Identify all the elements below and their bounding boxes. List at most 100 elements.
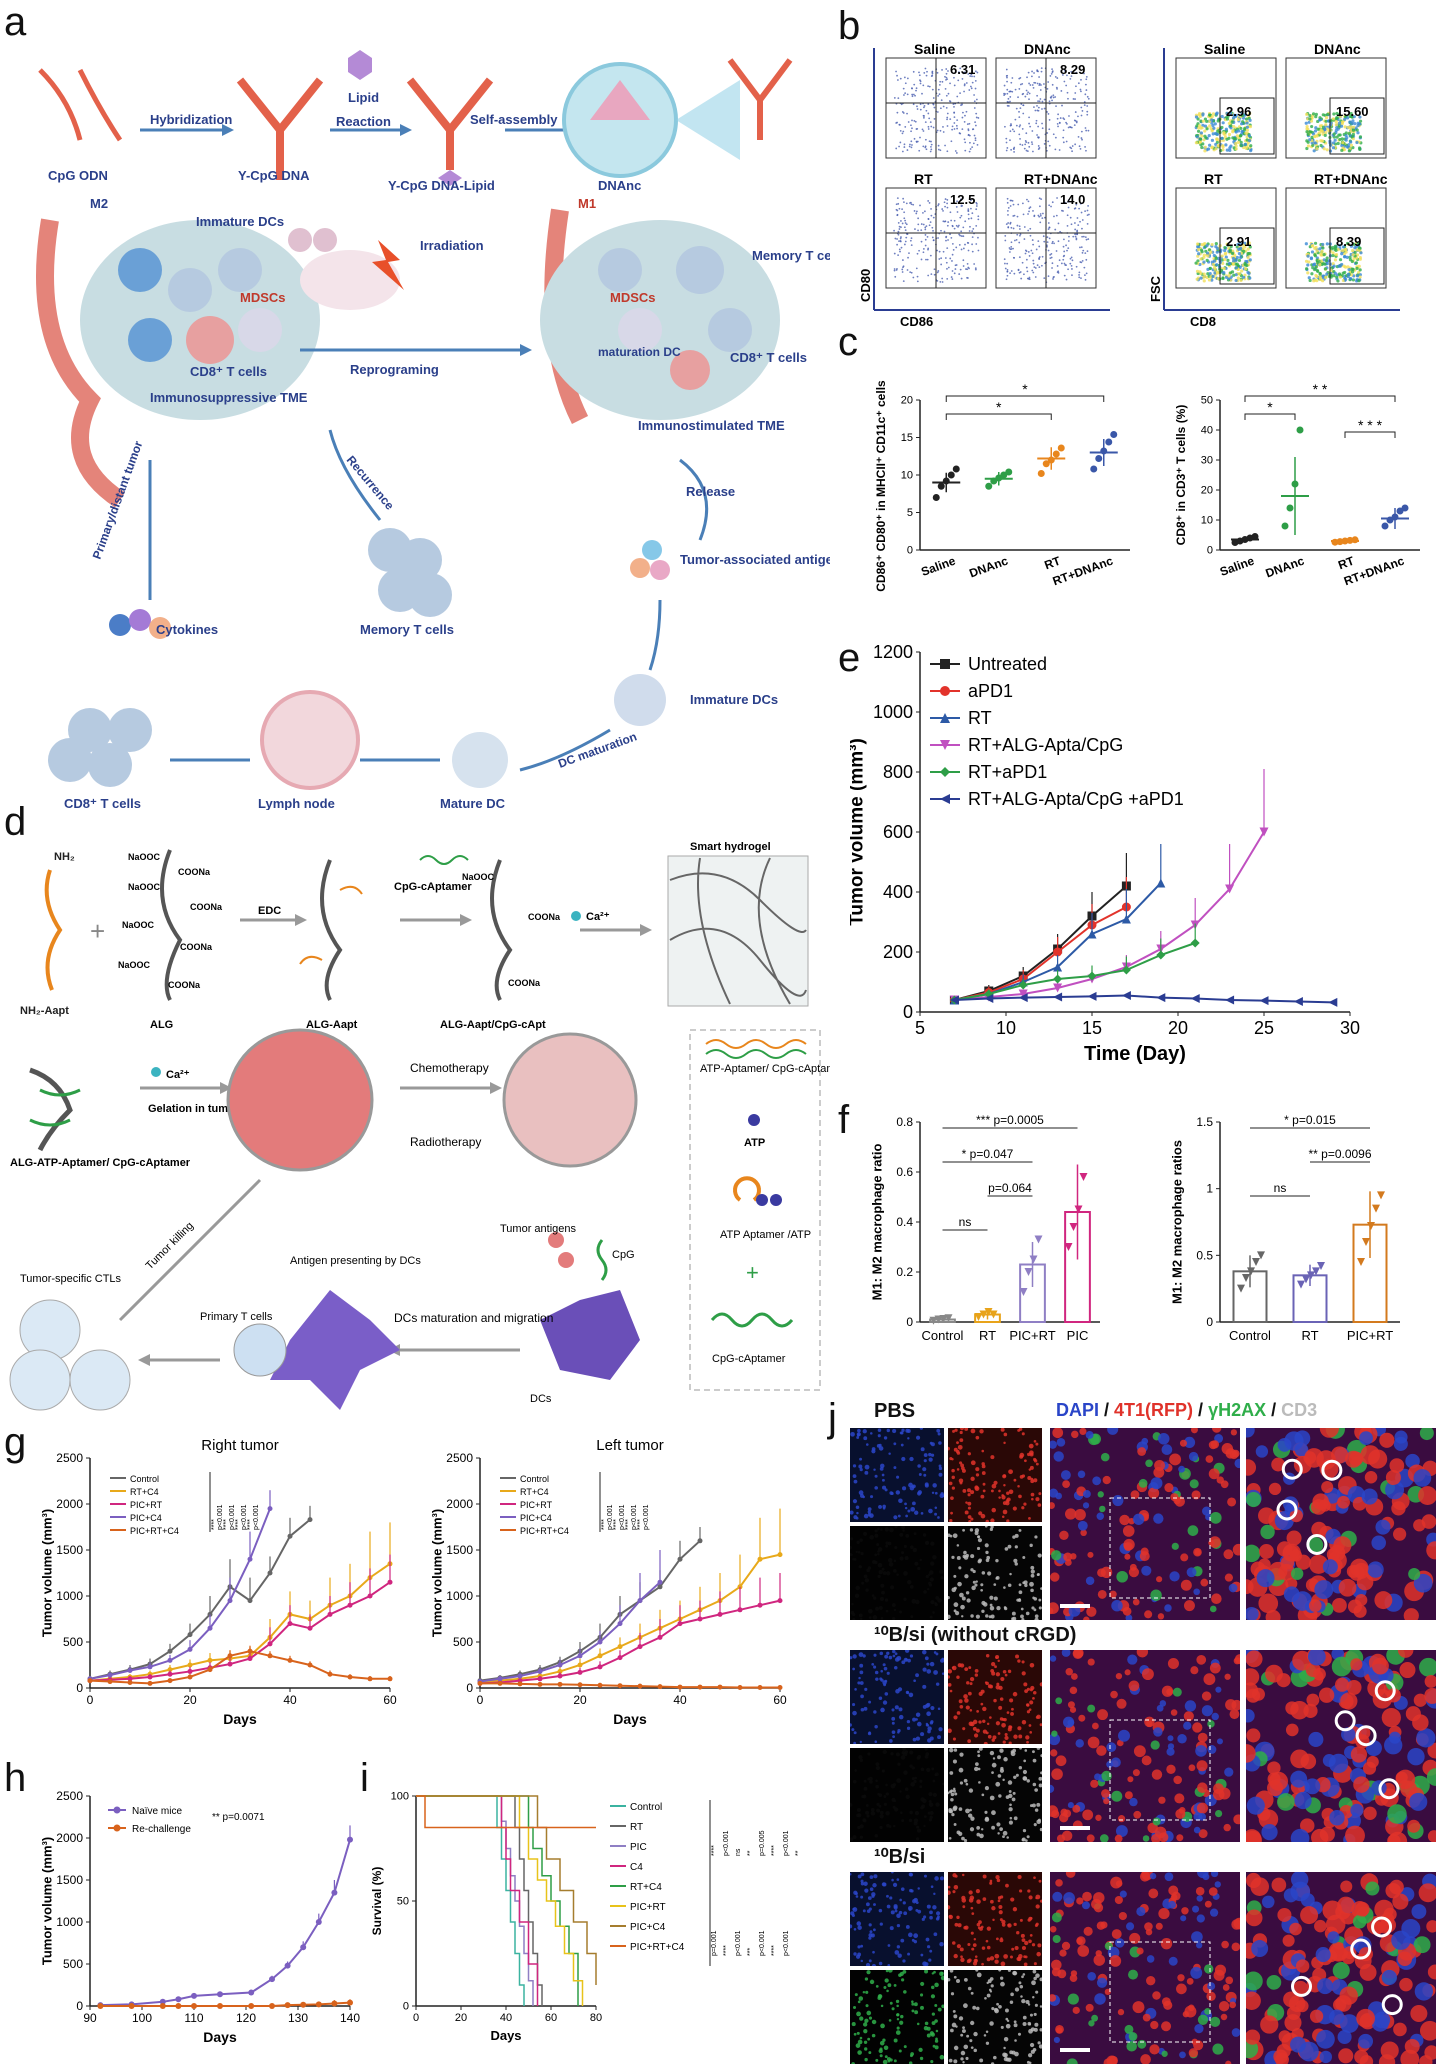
flow-event [960, 202, 963, 205]
series-line [479, 1581, 661, 1683]
cell-blob [967, 1493, 971, 1497]
cell-blob [898, 1498, 903, 1503]
cell-blob [1087, 1704, 1096, 1713]
data-point [300, 2001, 307, 2008]
a-mature-dc: Mature DC [440, 796, 506, 810]
flow-event [929, 221, 932, 224]
flow-event [1230, 251, 1235, 256]
y-tick-label: 1500 [56, 1873, 83, 1887]
y-tick-label: 1 [1206, 1182, 1213, 1196]
flow-event [1019, 76, 1022, 79]
flow-event [1324, 123, 1328, 127]
flow-event [1246, 270, 1250, 274]
flow-event [1227, 261, 1232, 266]
cell-blob [952, 1890, 956, 1894]
cell-blob [908, 1932, 913, 1938]
legend-label: RT [630, 1822, 643, 1833]
data-point [1121, 914, 1131, 924]
cell-blob [1209, 1536, 1221, 1548]
data-point [1307, 1271, 1315, 1280]
cell-blob [948, 1481, 953, 1486]
flow-event [932, 239, 935, 242]
flow-event [971, 71, 974, 73]
data-point [1247, 1267, 1255, 1276]
cell-blob [948, 1446, 950, 1451]
flow-event [1070, 223, 1073, 226]
flow-event [962, 247, 965, 250]
flow-event [971, 250, 974, 253]
flow-event [930, 145, 932, 148]
y-axis-label: Tumor volume (mm³) [40, 1837, 55, 1965]
flow-event [945, 94, 948, 97]
cell-blob [852, 1907, 855, 1911]
flow-event [1198, 140, 1202, 144]
cell-blob [998, 1496, 1001, 1499]
a-memory-bottom: Memory T cells [360, 622, 454, 637]
cell-blob [900, 1887, 905, 1891]
cell-blob [1029, 1450, 1034, 1456]
flow-event [897, 233, 900, 236]
cell-blob [856, 1921, 862, 1926]
cell-blob [1040, 1771, 1042, 1775]
flow-event [1012, 247, 1014, 250]
cell-blob [886, 1823, 890, 1828]
flow-event [1074, 222, 1076, 224]
microscopy-tile [850, 1650, 944, 1744]
cell-blob [1050, 1502, 1055, 1509]
cell-blob [1205, 1455, 1214, 1463]
data-point [1156, 993, 1166, 1003]
cell-blob [1004, 1673, 1008, 1677]
flow-event [1027, 251, 1030, 253]
sig-label: ** [795, 1850, 802, 1856]
flow-event [962, 111, 964, 114]
flow-event [1222, 266, 1226, 271]
flow-event [1017, 96, 1019, 99]
flow-event [1199, 143, 1203, 147]
flow-event [972, 128, 975, 131]
cell-blob [893, 1515, 898, 1520]
series-line [480, 1682, 780, 1689]
data-point [287, 1533, 293, 1539]
cell-blob [1055, 1755, 1067, 1767]
flow-event [1245, 125, 1249, 129]
y-tick-label: 50 [397, 1896, 409, 1908]
cell-blob [852, 1779, 857, 1784]
flow-event [1331, 141, 1336, 145]
flow-event [1017, 203, 1020, 206]
data-point [940, 686, 950, 696]
cell-blob [887, 1964, 891, 1966]
flow-event [1073, 207, 1076, 210]
a-step-lipid: Lipid [348, 90, 379, 105]
flow-event [922, 251, 925, 254]
cell-blob [877, 1562, 883, 1568]
y-axis-label: Tumor volume (mm³) [850, 738, 867, 926]
flow-event [959, 67, 962, 70]
cell-blob [976, 1832, 981, 1837]
panel-label-c: c [838, 320, 858, 364]
cell-blob [970, 1517, 974, 1521]
flow-event [1051, 240, 1054, 243]
flow-event [941, 281, 944, 283]
cell-blob [1188, 1451, 1199, 1462]
cell-blob [1029, 1700, 1034, 1705]
d-alg: ALG [150, 1019, 173, 1031]
flow-event [973, 134, 976, 137]
cell-blob [963, 1694, 968, 1699]
cell-blob [1000, 1428, 1005, 1432]
cell-blob [933, 1932, 938, 1937]
sig-label: **** [247, 1519, 254, 1530]
microscopy-tile [948, 1428, 1042, 1522]
cell-blob [880, 1669, 883, 1673]
cell-blob [867, 1566, 872, 1570]
cell-blob [1184, 1700, 1197, 1712]
cell-blob [1028, 1724, 1032, 1727]
cell-blob [1407, 1747, 1425, 1766]
cell-blob [1035, 1715, 1039, 1719]
cell-blob [934, 1602, 937, 1605]
cell-blob [1395, 1769, 1416, 1790]
cell-blob [935, 1802, 940, 1807]
cell-blob [995, 1937, 999, 1941]
data-point [974, 1313, 983, 1321]
flow-event [1314, 126, 1318, 130]
flow-event [1347, 267, 1351, 272]
